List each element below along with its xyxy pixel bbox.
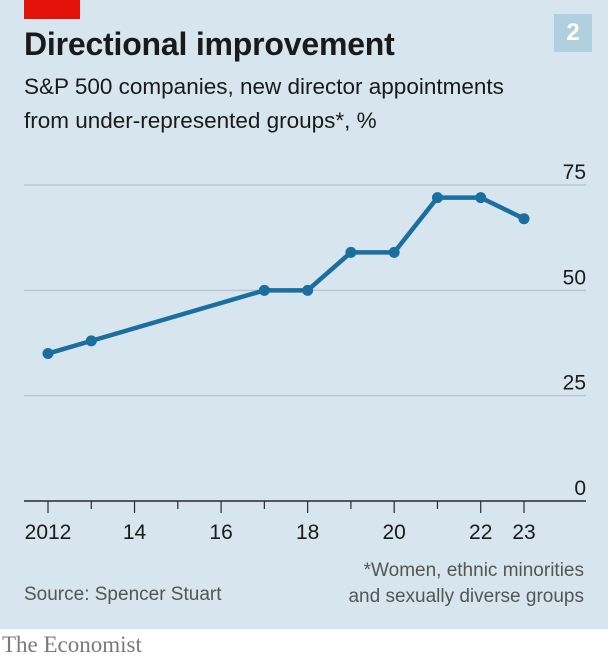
footnote-line-2: and sexually diverse groups — [348, 586, 584, 607]
data-point-2012 — [42, 348, 54, 360]
y-tick-label-0: 0 — [574, 477, 586, 500]
chart-subtitle: S&P 500 companies, new director appointm… — [24, 70, 604, 138]
data-point-2020 — [388, 246, 400, 258]
data-point-2018 — [302, 284, 314, 296]
data-point-2019 — [345, 246, 357, 258]
chart-panel — [0, 0, 608, 629]
data-point-2022 — [475, 192, 487, 204]
subtitle-line-2: from under-represented groups*, % — [24, 108, 377, 133]
series-line-0 — [45, 195, 527, 356]
chart-number-badge: 2 — [554, 14, 592, 52]
data-point-2023 — [518, 213, 530, 225]
line-chart: 0 25 50 75 2012 14 16 18 20 22 23 — [24, 161, 586, 544]
x-tick-label-2014: 14 — [123, 521, 147, 544]
x-tick-label-2022: 22 — [469, 521, 492, 544]
data-point-2021 — [431, 192, 443, 204]
x-tick-label-2016: 16 — [209, 521, 232, 544]
y-tick-label-50: 50 — [563, 266, 586, 289]
subtitle-line-1: S&P 500 companies, new director appointm… — [24, 74, 504, 99]
x-tick-label-2012: 2012 — [25, 521, 72, 544]
economist-logo-text: The Economist — [2, 632, 142, 657]
y-tick-label-75: 75 — [563, 161, 586, 184]
x-tick-label-2020: 20 — [383, 521, 406, 544]
source-note: Source: Spencer Stuart — [24, 584, 222, 605]
data-point-2013 — [85, 335, 97, 347]
footnote-line-1: *Women, ethnic minorities — [363, 560, 584, 581]
chart-title: Directional improvement — [24, 26, 395, 62]
y-tick-label-25: 25 — [563, 372, 586, 395]
data-point-2017 — [258, 284, 270, 296]
x-tick-label-2018: 18 — [296, 521, 319, 544]
x-tick-label-2023: 23 — [512, 521, 535, 544]
footnote: *Women, ethnic minorities and sexually d… — [348, 558, 584, 610]
brand-red-tag — [24, 0, 80, 19]
